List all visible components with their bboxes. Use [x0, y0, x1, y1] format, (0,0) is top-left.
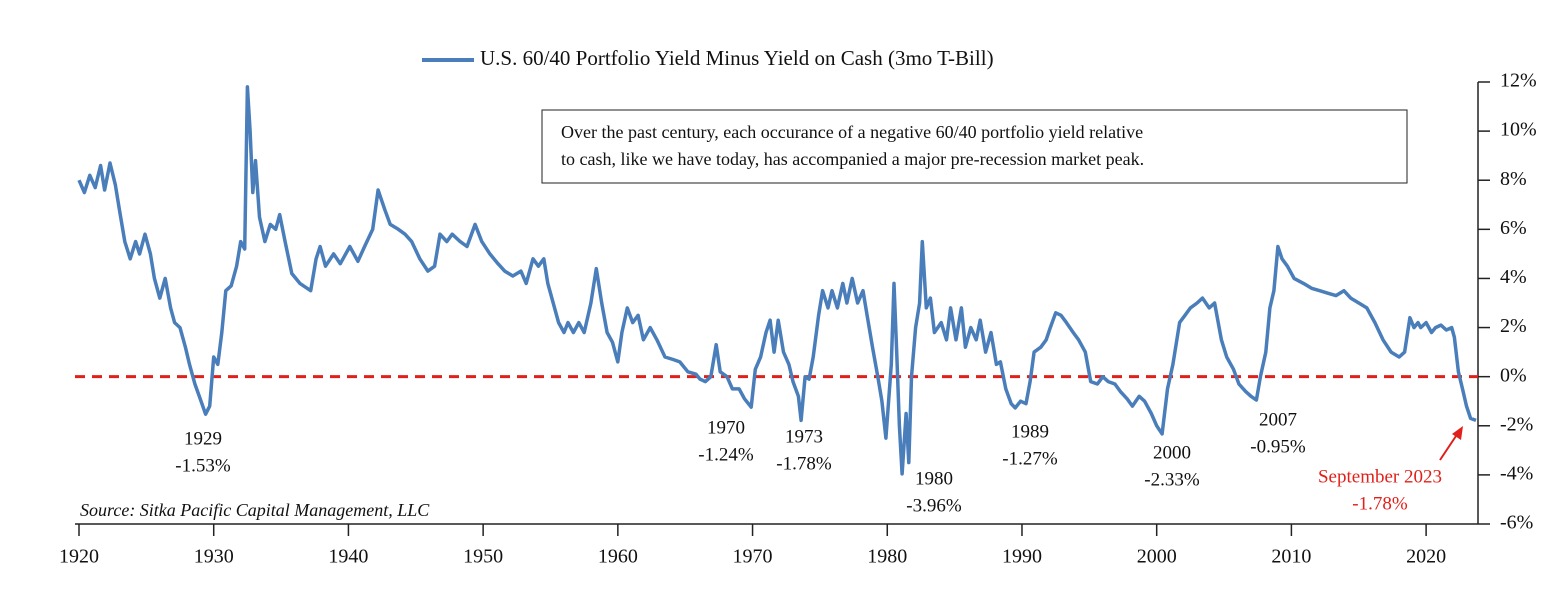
y-tick-label: 0%	[1500, 364, 1527, 386]
annotation: -0.95%	[1250, 436, 1306, 457]
y-tick-label: 6%	[1500, 217, 1527, 239]
legend-label: U.S. 60/40 Portfolio Yield Minus Yield o…	[480, 46, 994, 70]
annotation: 1929	[184, 428, 222, 449]
y-tick-label: 4%	[1500, 266, 1527, 288]
annotation: -3.96%	[906, 495, 962, 516]
annotation: 1970	[707, 417, 745, 438]
x-tick-label: 1940	[328, 546, 368, 568]
annotation: 1973	[785, 426, 823, 447]
annotation: -1.78%	[1352, 493, 1408, 514]
x-tick-label: 1960	[598, 546, 638, 568]
x-tick-label: 2020	[1406, 546, 1446, 568]
x-tick-label: 1980	[867, 546, 907, 568]
source: Source: Sitka Pacific Capital Management…	[80, 500, 430, 520]
y-tick-label: -4%	[1500, 462, 1533, 484]
x-tick-label: 2000	[1137, 546, 1177, 568]
annotation: 2007	[1259, 409, 1297, 430]
x-tick-label: 1990	[1002, 546, 1042, 568]
annotation: -1.27%	[1002, 448, 1058, 469]
arrow	[1439, 432, 1459, 461]
annotation: September 2023	[1318, 466, 1442, 487]
arrow-head	[1452, 426, 1463, 440]
series-line	[77, 85, 1477, 476]
y-tick-label: 2%	[1500, 315, 1527, 337]
annotation: 1989	[1011, 421, 1049, 442]
note-line: Over the past century, each occurance of…	[561, 122, 1143, 142]
y-tick-label: 12%	[1500, 70, 1537, 92]
x-tick-label: 1920	[59, 546, 99, 568]
annotation: -1.24%	[698, 444, 754, 465]
x-tick-label: 1930	[194, 546, 234, 568]
x-tick-label: 1970	[733, 546, 773, 568]
annotation: -1.78%	[776, 453, 832, 474]
annotation: 1980	[915, 468, 953, 489]
y-tick-label: -6%	[1500, 512, 1533, 534]
annotation: -1.53%	[175, 455, 231, 476]
y-tick-label: 8%	[1500, 168, 1527, 190]
y-tick-label: 10%	[1500, 119, 1537, 141]
note-box	[541, 109, 1408, 184]
annotation: 2000	[1153, 442, 1191, 463]
x-tick-label: 1950	[463, 546, 503, 568]
x-tick-label: 2010	[1271, 546, 1311, 568]
annotation: -2.33%	[1144, 469, 1200, 490]
y-tick-label: -2%	[1500, 413, 1533, 435]
note-line: to cash, like we have today, has accompa…	[561, 149, 1144, 169]
